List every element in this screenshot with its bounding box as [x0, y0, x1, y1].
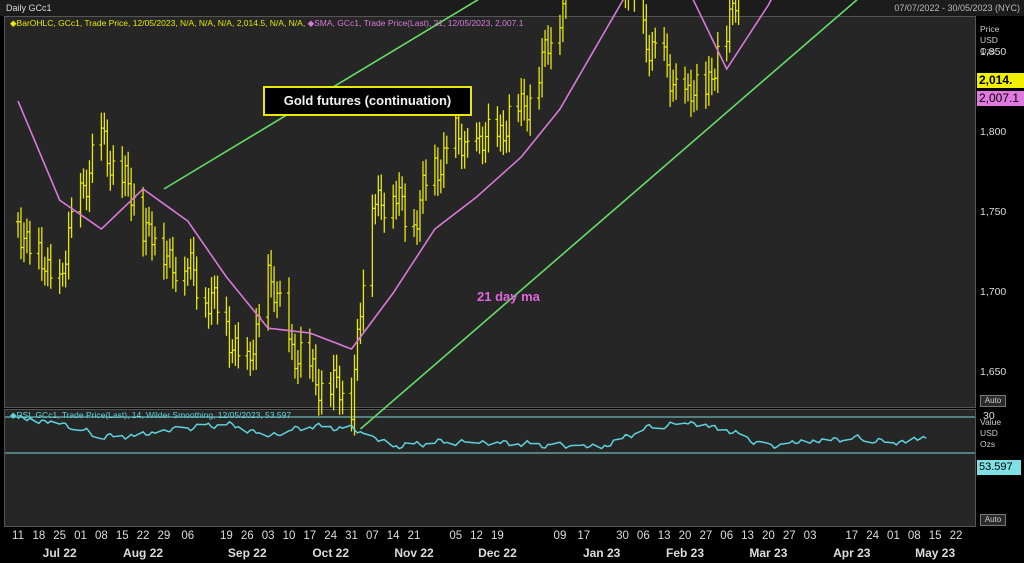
- x-day-label: 20: [761, 530, 775, 542]
- upper-legend: ◆BarOHLC, GCc1, Trade Price, 12/05/2023,…: [10, 18, 523, 29]
- x-day-label: 17: [303, 530, 317, 542]
- x-day-label: 03: [261, 530, 275, 542]
- sma-legend-icon: ◆: [307, 18, 315, 28]
- x-month-label: May 23: [915, 546, 956, 560]
- x-day-label: 13: [741, 530, 754, 542]
- ma-annotation: 21 day ma: [477, 289, 540, 304]
- x-day-label: 19: [491, 530, 504, 542]
- x-day-label: 17: [845, 530, 859, 542]
- x-day-label: 10: [282, 530, 296, 542]
- x-day-label: 08: [907, 530, 921, 542]
- x-month-label: Nov 22: [394, 546, 434, 560]
- ohlc-legend-icon: ◆: [10, 18, 17, 28]
- x-month-label: Apr 23: [833, 546, 871, 560]
- x-day-label: 24: [324, 530, 338, 542]
- x-month-label: Jan 23: [582, 546, 621, 560]
- x-month-label: Sep 22: [227, 546, 267, 560]
- x-day-label: 03: [803, 530, 817, 542]
- price-tick-label: 1,750: [980, 206, 1007, 218]
- x-day-label: 05: [449, 530, 463, 542]
- x-day-label: 21: [407, 530, 421, 542]
- x-day-label: 26: [240, 530, 254, 542]
- x-day-label: 14: [386, 530, 400, 542]
- date-range: 07/07/2022 - 30/05/2023 (NYC): [894, 3, 1020, 13]
- time-axis: [0, 528, 1024, 563]
- x-day-label: 09: [553, 530, 567, 542]
- x-day-label: 27: [782, 530, 796, 542]
- x-month-label: Dec 22: [478, 546, 517, 560]
- ohlc-legend: BarOHLC, GCc1, Trade Price, 12/05/2023, …: [16, 18, 306, 28]
- price-tick-label: 1,800: [980, 126, 1007, 138]
- price-axis-header: Price USD Ozs: [980, 24, 999, 57]
- x-day-label: 17: [577, 530, 591, 542]
- price-tick-label: 1,850: [980, 46, 1007, 58]
- rsi-axis-line-1: Value: [980, 417, 1002, 427]
- rsi-panel[interactable]: [4, 409, 976, 527]
- x-day-label: 06: [720, 530, 734, 542]
- channel-line-2: [359, 0, 858, 430]
- price-panel[interactable]: [4, 16, 976, 408]
- x-day-label: 06: [636, 530, 650, 542]
- rsi-axis-line-3: Ozs: [980, 439, 996, 449]
- rsi-auto-button[interactable]: Auto: [980, 514, 1006, 526]
- rsi-legend-icon: ◆: [10, 410, 17, 420]
- x-month-label: Feb 23: [666, 546, 705, 560]
- price-tick-label: 1,700: [980, 286, 1007, 298]
- x-month-label: Aug 22: [123, 546, 164, 560]
- x-day-label: 08: [94, 530, 108, 542]
- rsi-tick-label: 30: [983, 410, 995, 422]
- rsi-axis-header: Value USD Ozs: [980, 417, 1001, 450]
- price-axis-line-1: Price: [980, 24, 1000, 34]
- sma-line: [17, 0, 772, 350]
- rsi-line: [17, 414, 927, 450]
- x-day-label: 12: [470, 530, 483, 542]
- chart-title-box: Gold futures (continuation): [263, 86, 472, 116]
- x-month-label: Jul 22: [42, 546, 77, 560]
- sma-legend: SMA, GCc1, Trade Price(Last), 21, 12/05/…: [314, 18, 524, 28]
- chart-name: Daily GCc1: [6, 3, 52, 13]
- price-axis-line-2: USD: [980, 35, 998, 45]
- x-day-label: 19: [220, 530, 233, 542]
- x-day-label: 01: [74, 530, 87, 542]
- x-day-label: 01: [887, 530, 900, 542]
- x-day-label: 22: [949, 530, 963, 542]
- x-day-label: 25: [53, 530, 67, 542]
- x-month-label: Mar 23: [749, 546, 788, 560]
- x-day-label: 15: [928, 530, 942, 542]
- x-day-label: 07: [365, 530, 379, 542]
- x-day-label: 20: [678, 530, 692, 542]
- x-day-label: 27: [699, 530, 713, 542]
- x-day-label: 24: [866, 530, 880, 542]
- x-day-label: 30: [616, 530, 629, 542]
- last-price-tag: 2,014.: [977, 73, 1024, 88]
- title-bar: Daily GCc1 07/07/2022 - 30/05/2023 (NYC): [0, 0, 1024, 16]
- sma-price-tag: 2,007.1: [977, 91, 1024, 106]
- x-day-label: 11: [12, 530, 24, 542]
- x-day-label: 29: [157, 530, 171, 542]
- x-day-label: 13: [657, 530, 671, 542]
- x-day-label: 06: [181, 530, 195, 542]
- price-auto-button[interactable]: Auto: [980, 395, 1006, 407]
- lower-legend: ◆RSI, GCc1, Trade Price(Last), 14, Wilde…: [10, 410, 291, 421]
- x-day-label: 18: [32, 530, 46, 542]
- price-axis-line-3: Ozs: [980, 46, 996, 56]
- rsi-axis-line-2: USD: [980, 428, 998, 438]
- x-month-label: Oct 22: [312, 546, 349, 560]
- x-day-label: 15: [115, 530, 129, 542]
- price-tick-label: 1,650: [980, 366, 1007, 378]
- x-day-label: 22: [136, 530, 150, 542]
- rsi-value-tag: 53.597: [977, 460, 1021, 475]
- rsi-legend: RSI, GCc1, Trade Price(Last), 14, Wilder…: [16, 410, 292, 420]
- x-day-label: 31: [345, 530, 358, 542]
